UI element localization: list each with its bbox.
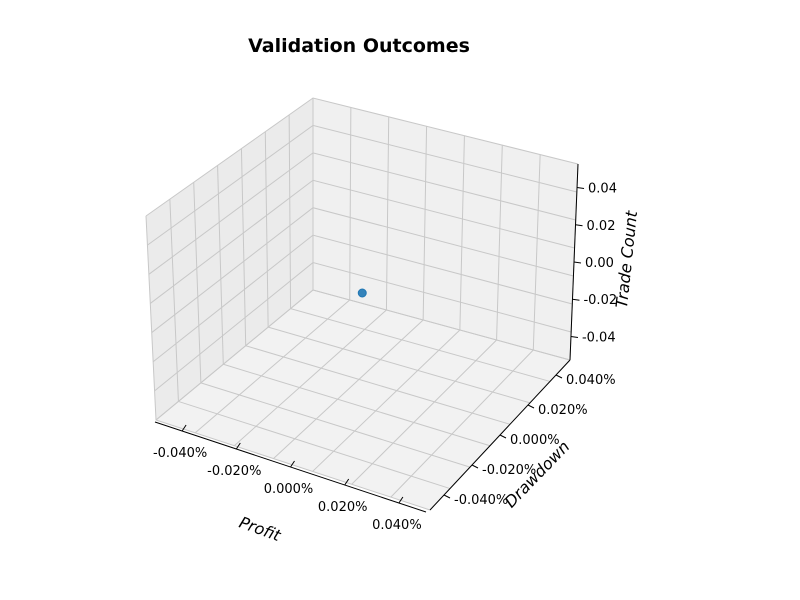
x-tick-label: 0.040% xyxy=(372,518,422,533)
x-tick-label: -0.040% xyxy=(153,446,207,461)
z-tick-label: 0.00 xyxy=(585,256,614,271)
x-tick xyxy=(344,478,350,486)
grid-line xyxy=(240,148,511,425)
y-tick xyxy=(555,374,563,379)
z-tick-label: -0.02 xyxy=(583,293,617,308)
z-tick xyxy=(570,335,579,338)
y-tick xyxy=(527,404,535,409)
pane-back xyxy=(313,98,578,360)
grid-lines xyxy=(145,97,579,511)
data-marks xyxy=(357,288,367,298)
grid-line xyxy=(145,97,579,217)
y-tick-label: 0.040% xyxy=(566,373,616,388)
chart-title: Validation Outcomes xyxy=(248,35,470,57)
grid-line xyxy=(169,199,451,490)
grid-line xyxy=(264,131,531,404)
x-tick xyxy=(235,442,241,450)
x-tick xyxy=(398,496,404,504)
x-tick xyxy=(290,460,295,468)
y-tick xyxy=(471,464,479,469)
x-tick-label: 0.020% xyxy=(318,500,368,515)
x-tick-label: -0.020% xyxy=(207,464,261,479)
z-axis-title: Trade Count xyxy=(612,209,641,309)
data-point xyxy=(357,288,367,298)
z-tick-label: -0.04 xyxy=(582,330,616,345)
z-tick xyxy=(575,224,583,227)
y-tick-label: -0.020% xyxy=(482,463,536,478)
x-tick xyxy=(181,424,187,432)
y-tick xyxy=(499,434,507,439)
z-tick xyxy=(573,261,582,264)
x-axis-title: Profit xyxy=(237,513,284,546)
grid-line xyxy=(288,114,551,382)
z-tick xyxy=(572,298,580,301)
x-tick-label: 0.000% xyxy=(264,482,314,497)
y-tick-label: 0.020% xyxy=(538,403,588,418)
pane-left xyxy=(146,98,313,420)
z-tick-label: 0.04 xyxy=(588,182,617,197)
z-tick-label: 0.02 xyxy=(587,219,616,234)
y-tick-label: 0.000% xyxy=(510,433,560,448)
grid-line xyxy=(193,182,471,468)
z-tick xyxy=(576,187,585,190)
grid-line xyxy=(217,165,491,447)
y-tick-label: -0.040% xyxy=(454,493,508,508)
y-tick xyxy=(443,494,451,499)
axis-ticks: -0.040%-0.020%0.000%0.020%0.040%-0.040%-… xyxy=(153,163,617,533)
grid-line xyxy=(312,98,571,361)
pane-floor xyxy=(156,290,570,510)
